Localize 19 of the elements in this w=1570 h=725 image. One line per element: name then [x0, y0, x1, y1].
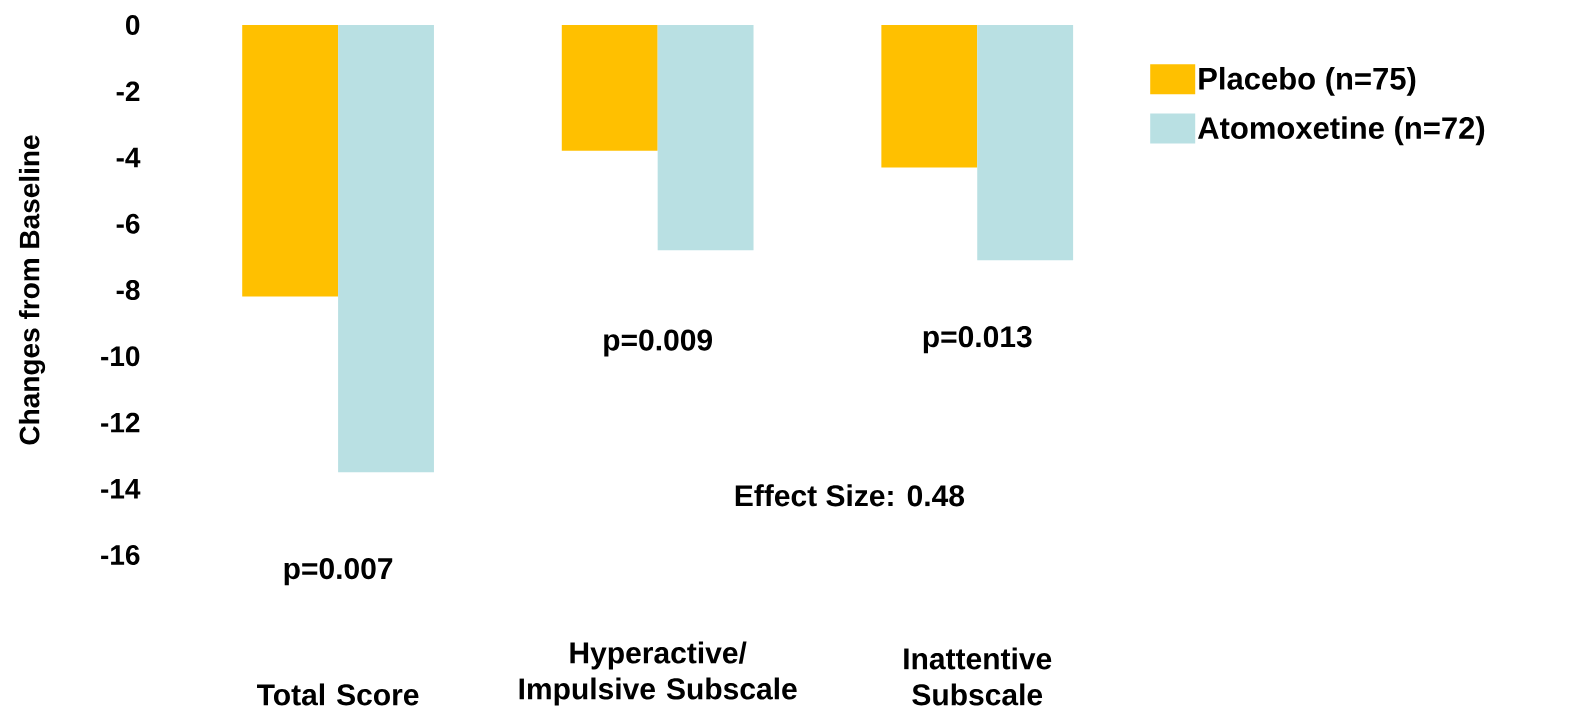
x-tick-label: Inattentive Subscale [904, 647, 1052, 706]
y-tick-label: 0 [126, 15, 140, 35]
y-axis-title: Changes from Baseline [18, 135, 46, 445]
annotation: p=0.013 [923, 326, 1032, 354]
text: p=0.007 [284, 557, 393, 586]
y-tick-label: -2 [116, 81, 140, 102]
y-tick-label: -16 [101, 545, 140, 565]
legend-label: Placebo (n=75) [1199, 66, 1416, 96]
legend-label: Atomoxetine (n=72) [1197, 116, 1485, 146]
annotation: Effect Size: 0.48 [735, 484, 965, 507]
x-tick-label: Hyperactive/ Impulsive Subscale [519, 641, 797, 706]
y-tick-label: -6 [116, 213, 140, 234]
y-tick-label: -10 [101, 346, 140, 367]
y-tick-label: -14 [101, 479, 141, 499]
annotation: p=0.009 [604, 329, 713, 357]
x-tick-label: Total Score [257, 683, 419, 706]
y-tick-label: -8 [116, 280, 140, 300]
y-tick-label: -12 [101, 412, 140, 433]
y-tick-label: -4 [116, 147, 141, 168]
